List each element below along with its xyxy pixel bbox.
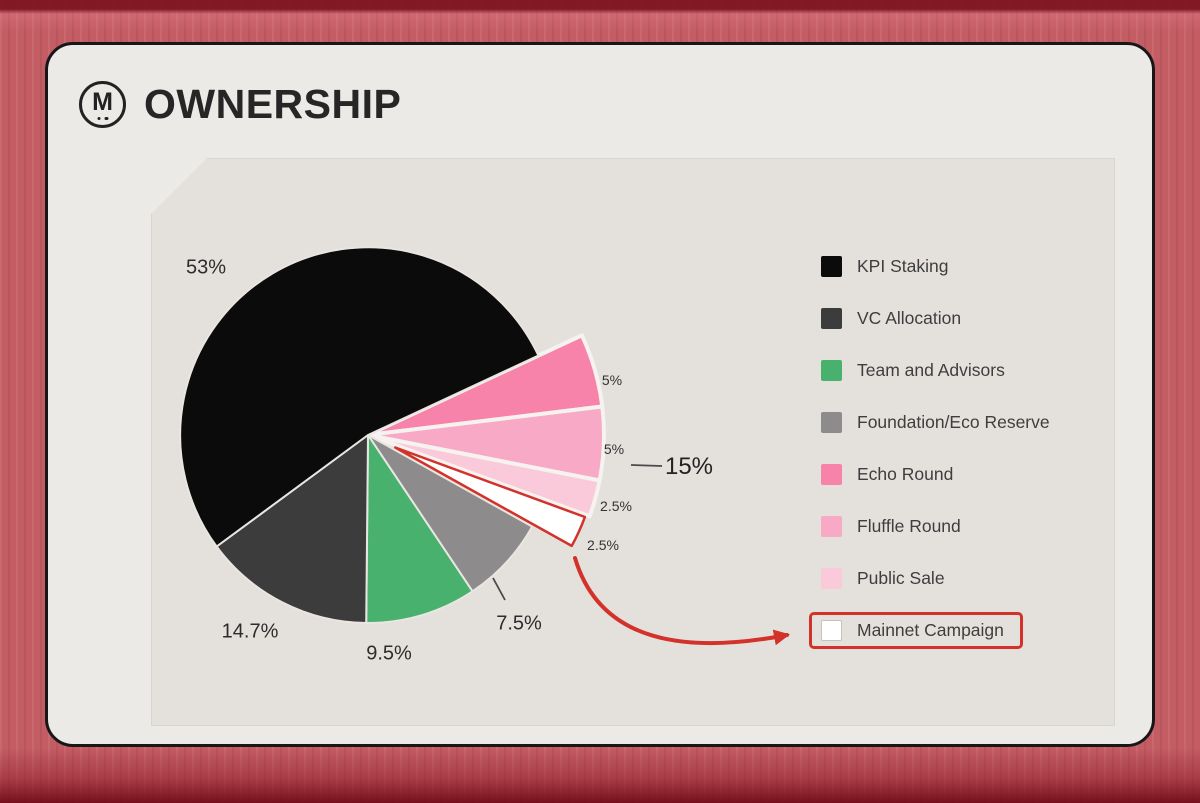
callout-arrow <box>573 556 790 646</box>
slice-labels: 53% 14.7% 9.5% 7.5% 5% 5% 2.5% 2.5% <box>151 158 1115 726</box>
legend-row: Public Sale <box>821 567 945 589</box>
slice-label-kpi-staking: 53% <box>185 256 227 279</box>
legend-swatch-echo-round <box>821 463 842 485</box>
legend-item-public-sale: Public Sale <box>821 552 1050 604</box>
slice-label-team-and-advisors: 9.5% <box>366 642 412 665</box>
pie-slice-kpi-staking <box>179 246 540 548</box>
group-percentage-label: 15% <box>664 453 714 480</box>
legend-row: KPI Staking <box>821 255 949 277</box>
legend-label-kpi-staking: KPI Staking <box>857 255 949 276</box>
legend-label-echo-round: Echo Round <box>857 463 954 484</box>
pie-slice-vc-allocation <box>215 434 369 624</box>
foundation-leader-line <box>492 577 506 601</box>
legend-item-mainnet-campaign: Mainnet Campaign <box>809 604 1050 656</box>
legend-item-foundation-eco-reserve: Foundation/Eco Reserve <box>821 396 1050 448</box>
slice-label-vc-allocation: 14.7% <box>221 620 279 643</box>
legend-row: Foundation/Eco Reserve <box>821 411 1050 433</box>
pie-slice-team-and-advisors <box>365 434 474 625</box>
legend-swatch-public-sale <box>821 567 842 589</box>
legend-row: Fluffle Round <box>821 515 961 537</box>
pie-slice-public-sale <box>366 433 602 519</box>
legend-row: VC Allocation <box>821 307 962 329</box>
legend-row: Echo Round <box>821 463 954 485</box>
logo-letter: M <box>92 87 113 116</box>
slice-label-foundation-eco-reserve: 7.5% <box>496 612 542 635</box>
legend-label-foundation-eco-reserve: Foundation/Eco Reserve <box>857 411 1050 432</box>
legend-item-fluffle-round: Fluffle Round <box>821 500 1050 552</box>
legend-item-echo-round: Echo Round <box>821 448 1050 500</box>
card-header: M OWNERSHIP <box>79 81 401 128</box>
legend-item-kpi-staking: KPI Staking <box>821 240 1050 292</box>
legend-label-fluffle-round: Fluffle Round <box>857 515 961 536</box>
legend-row: Team and Advisors <box>821 359 1005 381</box>
pie-chart <box>179 246 790 646</box>
pie-slices <box>179 246 606 625</box>
legend-swatch-fluffle-round <box>821 515 842 537</box>
chart-panel: 53% 14.7% 9.5% 7.5% 5% 5% 2.5% 2.5% 15% KPI Sta… <box>151 158 1115 726</box>
legend-swatch-team-and-advisors <box>821 359 842 381</box>
group-leader-line <box>630 464 663 467</box>
brand-logo: M <box>79 81 126 128</box>
slice-label-mainnet-campaign: 2.5% <box>587 537 619 553</box>
legend-swatch-mainnet-campaign <box>821 619 842 641</box>
legend-label-public-sale: Public Sale <box>857 567 945 588</box>
legend-item-vc-allocation: VC Allocation <box>821 292 1050 344</box>
legend-swatch-foundation-eco-reserve <box>821 411 842 433</box>
legend-swatch-vc-allocation <box>821 307 842 329</box>
legend-label-mainnet-campaign: Mainnet Campaign <box>857 619 1004 640</box>
slice-label-public-sale: 2.5% <box>600 498 632 514</box>
logo-dots-icon <box>97 116 108 120</box>
legend: KPI Staking VC Allocation Team and Advisor… <box>809 240 1050 656</box>
legend-label-vc-allocation: VC Allocation <box>857 307 962 328</box>
legend-swatch-kpi-staking <box>821 255 842 277</box>
page-title: OWNERSHIP <box>144 81 402 127</box>
slice-label-fluffle-round: 5% <box>603 441 625 457</box>
slice-label-echo-round: 5% <box>601 372 623 388</box>
legend-label-team-and-advisors: Team and Advisors <box>857 359 1005 380</box>
ownership-card: M OWNERSHIP 53% 14.7% 9.5% 7.5% 5% 5% 2.5% 2.5%… <box>45 42 1155 747</box>
pie-slice-mainnet-campaign <box>394 446 587 548</box>
legend-item-team-and-advisors: Team and Advisors <box>821 344 1050 396</box>
legend-highlight-box: Mainnet Campaign <box>809 611 1023 649</box>
